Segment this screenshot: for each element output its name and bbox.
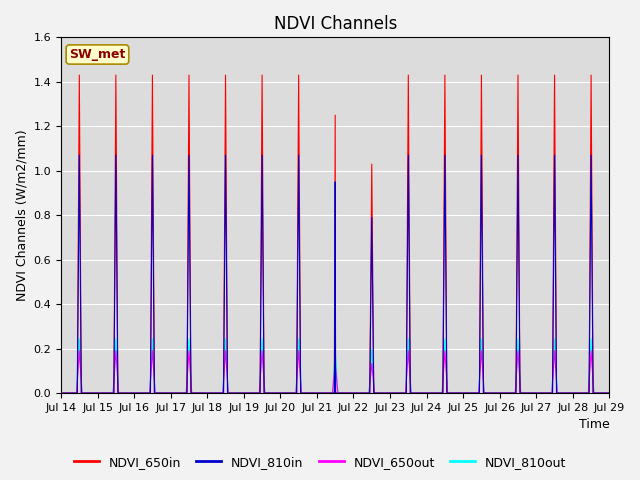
Text: SW_met: SW_met	[69, 48, 125, 61]
Title: NDVI Channels: NDVI Channels	[273, 15, 397, 33]
X-axis label: Time: Time	[579, 419, 609, 432]
Legend: NDVI_650in, NDVI_810in, NDVI_650out, NDVI_810out: NDVI_650in, NDVI_810in, NDVI_650out, NDV…	[68, 451, 572, 474]
Y-axis label: NDVI Channels (W/m2/mm): NDVI Channels (W/m2/mm)	[15, 130, 28, 301]
